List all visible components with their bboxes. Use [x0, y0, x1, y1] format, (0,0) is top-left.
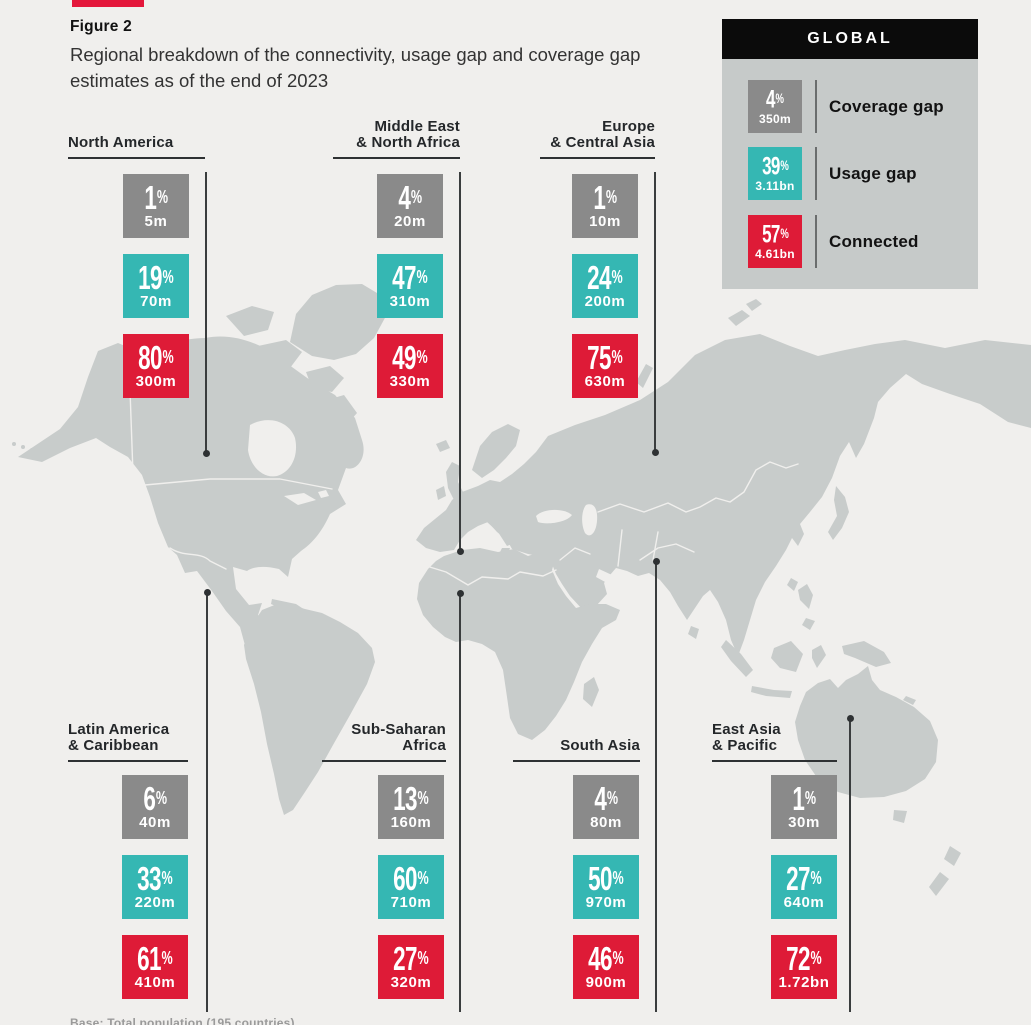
stat-box-connected: 61 410m: [122, 935, 188, 999]
connector-dot-east-asia-pacific: [846, 714, 854, 722]
connector-dot-north-america: [202, 449, 210, 457]
stat-box-usage: 24 200m: [572, 254, 638, 318]
stat-box-coverage: 4 20m: [377, 174, 443, 238]
stat-box-coverage: 6 40m: [122, 775, 188, 839]
region-stats-north-america: 1 5m 19 70m 80 300m: [123, 174, 189, 414]
stat-box-coverage: 13 160m: [378, 775, 444, 839]
stat-box-usage: 27 640m: [771, 855, 837, 919]
accent-bar: [72, 0, 144, 7]
source-footnote: Base: Total population (195 countries): [70, 1016, 295, 1025]
region-stats-sub-saharan-africa: 13 160m 60 710m 27 320m: [378, 775, 444, 1015]
global-legend: GLOBAL 4 350m Coverage gap 39 3.11bn Usa…: [722, 19, 978, 289]
map-inland-water: [248, 420, 612, 583]
region-label-sub-saharan-africa: Sub-Saharan Africa: [322, 722, 446, 762]
region-stats-europe-central-asia: 1 10m 24 200m 75 630m: [572, 174, 638, 414]
map-borders: [129, 389, 799, 586]
region-label-mena: Middle East & North Africa: [333, 119, 460, 159]
stat-box-connected: 75 630m: [572, 334, 638, 398]
region-stats-latin-america-caribbean: 6 40m 33 220m 61 410m: [122, 775, 188, 1015]
stat-box-coverage: 1 30m: [771, 775, 837, 839]
region-label-north-america: North America: [68, 135, 205, 159]
connector-dot-latin-america-caribbean: [203, 588, 211, 596]
stat-box-usage: 19 70m: [123, 254, 189, 318]
legend-label-usage-gap: Usage gap: [829, 163, 917, 183]
connector-line-europe-central-asia: [654, 172, 656, 452]
region-label-latin-america-caribbean: Latin America & Caribbean: [68, 722, 188, 762]
connector-dot-europe-central-asia: [651, 448, 659, 456]
region-stats-mena: 4 20m 47 310m 49 330m: [377, 174, 443, 414]
connector-dot-south-asia: [652, 557, 660, 565]
stat-box-global-connected: 57 4.61bn: [748, 215, 802, 268]
legend-separator: [815, 80, 817, 133]
stat-box-coverage: 1 5m: [123, 174, 189, 238]
connector-dot-mena: [456, 547, 464, 555]
legend-row-usage-gap: 39 3.11bn Usage gap: [748, 147, 917, 200]
connector-line-mena: [459, 172, 461, 551]
connector-line-latin-america-caribbean: [206, 592, 208, 1012]
connector-line-south-asia: [655, 561, 657, 1012]
stat-box-usage: 47 310m: [377, 254, 443, 318]
legend-separator: [815, 215, 817, 268]
stat-box-usage: 33 220m: [122, 855, 188, 919]
stat-people: 4.61bn: [755, 247, 795, 262]
region-stats-south-asia: 4 80m 50 970m 46 900m: [573, 775, 639, 1015]
region-label-east-asia-pacific: East Asia & Pacific: [712, 722, 837, 762]
stat-box-connected: 46 900m: [573, 935, 639, 999]
region-stats-east-asia-pacific: 1 30m 27 640m 72 1.72bn: [771, 775, 837, 1015]
stat-box-connected: 80 300m: [123, 334, 189, 398]
global-legend-title: GLOBAL: [722, 19, 978, 59]
legend-label-coverage-gap: Coverage gap: [829, 96, 944, 116]
region-label-europe-central-asia: Europe & Central Asia: [540, 119, 655, 159]
stat-box-global-coverage: 4 350m: [748, 80, 802, 133]
map-land: [12, 284, 1031, 896]
stat-pct: 4: [766, 86, 783, 111]
stat-box-coverage: 4 80m: [573, 775, 639, 839]
connector-dot-sub-saharan-africa: [456, 589, 464, 597]
figure-title: Regional breakdown of the connectivity, …: [70, 44, 641, 91]
stat-box-connected: 49 330m: [377, 334, 443, 398]
stat-box-usage: 60 710m: [378, 855, 444, 919]
connector-line-east-asia-pacific: [849, 718, 851, 1012]
stat-box-global-usage: 39 3.11bn: [748, 147, 802, 200]
connector-line-sub-saharan-africa: [459, 593, 461, 1012]
stat-box-coverage: 1 10m: [572, 174, 638, 238]
global-legend-body: 4 350m Coverage gap 39 3.11bn Usage gap …: [722, 59, 978, 289]
legend-label-connected: Connected: [829, 231, 919, 251]
figure-label: Figure 2: [70, 18, 132, 35]
stat-box-connected: 72 1.72bn: [771, 935, 837, 999]
stat-people: 3.11bn: [755, 179, 795, 194]
legend-separator: [815, 147, 817, 200]
stat-box-usage: 50 970m: [573, 855, 639, 919]
stat-pct: 57: [762, 221, 788, 246]
stat-pct: 39: [762, 153, 788, 178]
stat-box-connected: 27 320m: [378, 935, 444, 999]
legend-row-connected: 57 4.61bn Connected: [748, 215, 919, 268]
legend-row-coverage-gap: 4 350m Coverage gap: [748, 80, 944, 133]
region-label-south-asia: South Asia: [513, 738, 640, 762]
stat-people: 350m: [759, 112, 791, 127]
connector-line-north-america: [205, 172, 207, 453]
